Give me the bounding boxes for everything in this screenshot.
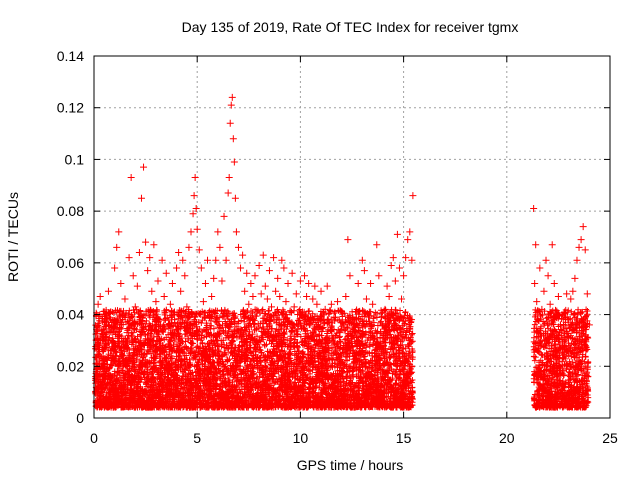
band-point-marker bbox=[125, 310, 132, 317]
band-point-marker bbox=[220, 337, 227, 344]
band-point-marker bbox=[405, 343, 412, 350]
band-point-marker bbox=[233, 323, 240, 330]
band-point-marker bbox=[407, 316, 414, 323]
band-point-marker bbox=[233, 334, 240, 341]
band-point-marker bbox=[306, 307, 313, 314]
chart-title: Day 135 of 2019, Rate Of TEC Index for r… bbox=[182, 19, 519, 35]
band-point-marker bbox=[198, 320, 205, 327]
band-point-marker bbox=[269, 325, 276, 332]
band-point-marker bbox=[301, 326, 308, 333]
band-point-marker bbox=[238, 326, 245, 333]
band-point-marker bbox=[337, 338, 344, 345]
band-point-marker bbox=[331, 308, 338, 315]
band-point-marker bbox=[378, 348, 385, 355]
band-point-marker bbox=[297, 333, 304, 340]
band-point-marker bbox=[283, 326, 290, 333]
band-point-marker bbox=[153, 384, 160, 391]
band-point-marker bbox=[149, 314, 156, 321]
band-point-marker bbox=[281, 348, 288, 355]
band-point-marker bbox=[224, 345, 231, 352]
band-point-marker bbox=[296, 307, 303, 314]
band-point-marker bbox=[243, 309, 250, 316]
band-point-marker bbox=[178, 313, 185, 320]
band-point-marker bbox=[262, 310, 269, 317]
grid-layer bbox=[94, 56, 610, 418]
band-point-marker bbox=[370, 319, 377, 326]
band-point-marker bbox=[292, 336, 299, 343]
band-point-marker bbox=[152, 355, 159, 362]
band-point-marker bbox=[199, 317, 206, 324]
band-point-marker bbox=[396, 374, 403, 381]
band-point-marker bbox=[265, 307, 272, 314]
band-point-marker bbox=[259, 306, 266, 313]
band-point-marker bbox=[146, 369, 153, 376]
band-point-marker bbox=[273, 351, 280, 358]
band-point-marker bbox=[178, 308, 185, 315]
band-point-marker bbox=[182, 338, 189, 345]
band-point-marker bbox=[178, 335, 185, 342]
band-point-marker bbox=[325, 345, 332, 352]
band-point-marker bbox=[402, 308, 409, 315]
dense-band-layer bbox=[92, 306, 592, 411]
